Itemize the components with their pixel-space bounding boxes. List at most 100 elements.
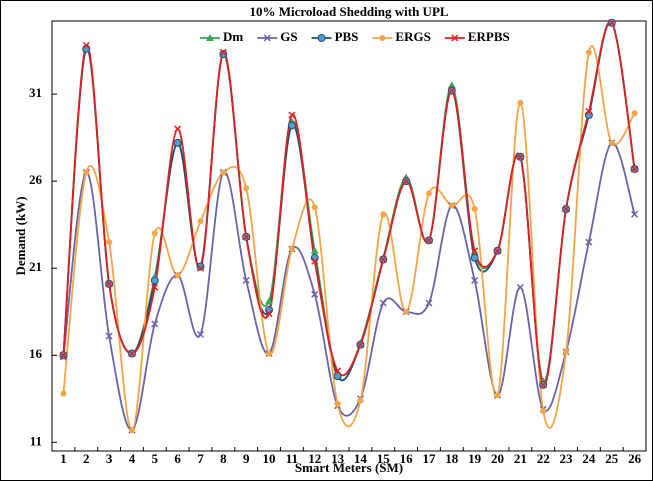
marker xyxy=(334,367,342,375)
marker xyxy=(220,169,227,176)
marker xyxy=(631,110,638,117)
marker xyxy=(562,205,570,213)
x-tick-label: 14 xyxy=(354,451,368,466)
y-tick-label: 16 xyxy=(29,346,43,361)
marker xyxy=(448,202,455,209)
marker xyxy=(516,153,524,161)
marker xyxy=(471,276,479,284)
x-axis-label: Smart Meters (SM) xyxy=(295,460,403,475)
marker xyxy=(563,348,570,355)
x-tick-label: 6 xyxy=(174,451,181,466)
marker xyxy=(196,330,205,338)
marker xyxy=(59,351,67,359)
marker xyxy=(540,407,547,414)
marker xyxy=(128,349,136,358)
marker xyxy=(402,177,410,185)
chart-title: 10% Microload Shedding with UPL xyxy=(249,4,448,19)
marker xyxy=(151,230,158,237)
marker xyxy=(151,283,159,291)
x-tick-label: 2 xyxy=(83,451,90,466)
marker xyxy=(151,320,159,328)
marker xyxy=(263,34,271,42)
marker xyxy=(106,239,113,246)
legend-label: PBS xyxy=(335,29,359,44)
marker xyxy=(243,185,250,192)
marker xyxy=(174,125,182,133)
marker xyxy=(379,299,387,307)
marker xyxy=(447,81,456,89)
marker xyxy=(128,427,135,434)
marker xyxy=(608,19,616,27)
x-tick-label: 9 xyxy=(243,451,250,466)
marker xyxy=(493,247,502,255)
x-tick-label: 7 xyxy=(197,451,204,466)
x-tick-label: 17 xyxy=(422,451,436,466)
marker xyxy=(105,332,113,340)
marker xyxy=(448,87,456,95)
x-tick-label: 18 xyxy=(445,451,459,466)
marker xyxy=(219,50,228,59)
marker xyxy=(150,276,159,285)
marker xyxy=(105,280,113,288)
marker xyxy=(242,276,250,284)
marker xyxy=(516,283,524,291)
marker xyxy=(196,264,205,272)
marker xyxy=(471,247,479,255)
y-tick-label: 31 xyxy=(29,85,42,100)
marker xyxy=(379,255,387,264)
marker xyxy=(310,246,319,254)
marker xyxy=(206,34,214,41)
x-tick-label: 16 xyxy=(400,451,414,466)
marker xyxy=(425,236,433,244)
x-tick-label: 4 xyxy=(129,451,136,466)
marker xyxy=(311,257,319,265)
marker xyxy=(631,210,639,218)
x-tick-label: 25 xyxy=(605,451,619,466)
x-tick-label: 26 xyxy=(628,451,642,466)
x-tick-label: 11 xyxy=(286,451,298,466)
marker xyxy=(265,297,274,305)
marker xyxy=(585,238,593,246)
marker xyxy=(403,308,410,315)
marker xyxy=(334,400,341,407)
marker xyxy=(425,190,432,197)
x-tick-label: 21 xyxy=(514,451,527,466)
marker xyxy=(494,392,501,399)
marker xyxy=(174,272,181,279)
marker xyxy=(451,34,459,42)
marker xyxy=(356,341,364,349)
legend-label: GS xyxy=(280,29,297,44)
y-tick-label: 11 xyxy=(30,433,42,448)
marker xyxy=(357,397,364,404)
x-tick-label: 19 xyxy=(468,451,482,466)
marker xyxy=(585,49,592,56)
x-tick-label: 20 xyxy=(491,451,504,466)
marker xyxy=(311,290,319,298)
marker xyxy=(311,204,318,211)
x-tick-label: 5 xyxy=(152,451,159,466)
y-tick-label: 21 xyxy=(29,259,42,274)
legend-label: ERGS xyxy=(395,29,430,44)
marker xyxy=(60,390,67,397)
marker xyxy=(470,253,479,262)
marker xyxy=(196,262,205,271)
marker xyxy=(173,138,182,147)
marker xyxy=(219,48,227,56)
x-tick-label: 23 xyxy=(560,451,574,466)
x-tick-label: 12 xyxy=(308,451,321,466)
marker xyxy=(265,309,273,318)
x-tick-label: 15 xyxy=(377,451,391,466)
y-tick-label: 26 xyxy=(29,172,43,187)
marker xyxy=(585,107,593,116)
legend-label: ERPBS xyxy=(468,29,510,44)
marker xyxy=(608,139,615,146)
marker xyxy=(333,372,342,381)
marker xyxy=(242,233,250,241)
marker xyxy=(317,34,326,42)
x-tick-label: 10 xyxy=(263,451,276,466)
marker xyxy=(82,41,90,49)
x-tick-label: 8 xyxy=(220,451,227,466)
marker xyxy=(288,246,295,253)
